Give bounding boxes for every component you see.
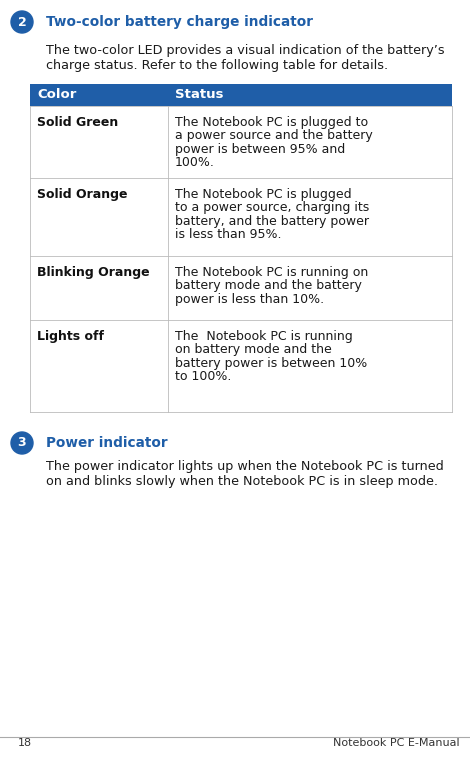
Text: Lights off: Lights off [37,330,104,343]
Text: The power indicator lights up when the Notebook PC is turned: The power indicator lights up when the N… [46,460,444,473]
Text: Notebook PC E-Manual: Notebook PC E-Manual [333,738,460,748]
Text: 100%.: 100%. [175,157,215,170]
Text: The Notebook PC is plugged to: The Notebook PC is plugged to [175,116,368,129]
Text: The  Notebook PC is running: The Notebook PC is running [175,330,353,343]
Circle shape [11,11,33,33]
Text: 18: 18 [18,738,32,748]
Text: Solid Orange: Solid Orange [37,188,127,201]
Text: to a power source, charging its: to a power source, charging its [175,201,369,214]
Text: on and blinks slowly when the Notebook PC is in sleep mode.: on and blinks slowly when the Notebook P… [46,475,438,488]
Text: to 100%.: to 100%. [175,370,231,384]
Text: a power source and the battery: a power source and the battery [175,129,373,142]
Text: power is between 95% and: power is between 95% and [175,143,345,156]
Text: on battery mode and the: on battery mode and the [175,344,332,357]
Text: Status: Status [175,89,224,101]
Text: is less than 95%.: is less than 95%. [175,229,282,241]
Text: battery mode and the battery: battery mode and the battery [175,279,362,292]
Text: battery power is between 10%: battery power is between 10% [175,357,367,370]
Bar [30,84,452,106]
Text: Two-color battery charge indicator: Two-color battery charge indicator [46,15,313,29]
Text: charge status. Refer to the following table for details.: charge status. Refer to the following ta… [46,59,388,72]
Text: The two-color LED provides a visual indication of the battery’s: The two-color LED provides a visual indi… [46,44,445,57]
Circle shape [11,432,33,454]
Text: The Notebook PC is running on: The Notebook PC is running on [175,266,368,279]
Text: 3: 3 [18,437,26,450]
Text: 2: 2 [18,15,26,29]
Text: Color: Color [37,89,76,101]
Text: Solid Green: Solid Green [37,116,118,129]
Text: battery, and the battery power: battery, and the battery power [175,215,369,228]
Text: Blinking Orange: Blinking Orange [37,266,149,279]
Text: power is less than 10%.: power is less than 10%. [175,293,324,306]
Text: Power indicator: Power indicator [46,436,168,450]
Text: The Notebook PC is plugged: The Notebook PC is plugged [175,188,352,201]
